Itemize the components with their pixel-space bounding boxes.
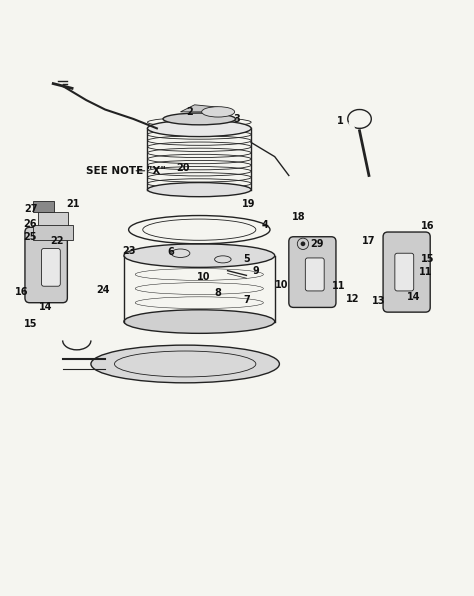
Ellipse shape bbox=[91, 345, 279, 383]
Text: 13: 13 bbox=[372, 296, 385, 306]
FancyBboxPatch shape bbox=[38, 212, 68, 226]
Text: 7: 7 bbox=[243, 296, 250, 305]
Text: 8: 8 bbox=[215, 288, 221, 298]
FancyBboxPatch shape bbox=[25, 227, 67, 303]
Text: 11: 11 bbox=[419, 267, 432, 277]
Ellipse shape bbox=[201, 107, 235, 117]
Ellipse shape bbox=[147, 120, 251, 136]
Text: 26: 26 bbox=[23, 219, 36, 228]
Text: 4: 4 bbox=[262, 221, 269, 231]
Text: 16: 16 bbox=[15, 287, 29, 297]
Text: 11: 11 bbox=[331, 281, 345, 291]
FancyBboxPatch shape bbox=[34, 225, 73, 240]
Text: 9: 9 bbox=[253, 266, 259, 276]
Ellipse shape bbox=[163, 113, 236, 125]
Text: 10: 10 bbox=[197, 272, 211, 282]
Text: 27: 27 bbox=[24, 204, 37, 215]
Ellipse shape bbox=[147, 182, 251, 197]
Text: 5: 5 bbox=[243, 254, 250, 265]
Text: SEE NOTE "X": SEE NOTE "X" bbox=[86, 166, 166, 176]
Text: 25: 25 bbox=[23, 232, 36, 242]
Text: 12: 12 bbox=[346, 294, 359, 305]
Text: 10: 10 bbox=[275, 280, 289, 290]
Text: 18: 18 bbox=[292, 212, 305, 222]
Text: 16: 16 bbox=[421, 221, 435, 231]
Text: 20: 20 bbox=[176, 163, 190, 173]
Polygon shape bbox=[181, 105, 218, 112]
Text: 14: 14 bbox=[407, 291, 420, 302]
Text: 29: 29 bbox=[310, 239, 324, 249]
Circle shape bbox=[301, 241, 305, 246]
FancyBboxPatch shape bbox=[395, 253, 414, 291]
Text: 22: 22 bbox=[50, 237, 64, 247]
FancyBboxPatch shape bbox=[289, 237, 336, 308]
FancyBboxPatch shape bbox=[383, 232, 430, 312]
Text: 19: 19 bbox=[242, 198, 255, 209]
Text: 1: 1 bbox=[337, 116, 344, 126]
Text: 14: 14 bbox=[38, 302, 52, 312]
Text: 15: 15 bbox=[421, 254, 435, 265]
Ellipse shape bbox=[124, 244, 275, 268]
Text: 2: 2 bbox=[186, 107, 193, 117]
Text: 23: 23 bbox=[122, 246, 136, 256]
FancyBboxPatch shape bbox=[34, 201, 54, 212]
FancyBboxPatch shape bbox=[41, 249, 60, 286]
Text: 3: 3 bbox=[234, 114, 240, 125]
Text: 24: 24 bbox=[96, 284, 109, 294]
Text: 15: 15 bbox=[24, 319, 37, 329]
Text: 21: 21 bbox=[67, 198, 80, 209]
FancyBboxPatch shape bbox=[305, 258, 324, 291]
Text: 6: 6 bbox=[168, 247, 174, 257]
Text: 17: 17 bbox=[362, 235, 376, 246]
Ellipse shape bbox=[124, 310, 275, 333]
